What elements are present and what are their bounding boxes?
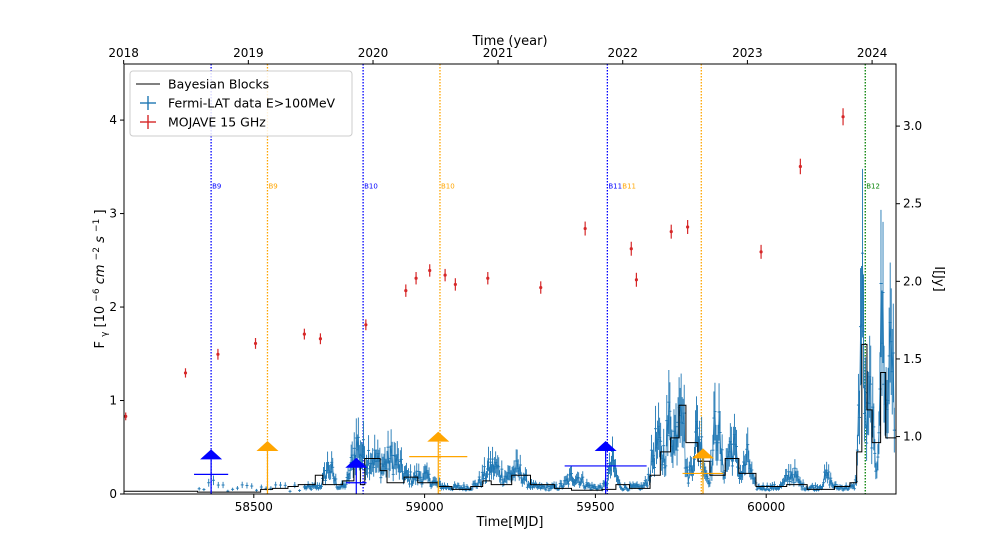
mojave-point xyxy=(798,164,802,169)
mojave-point xyxy=(302,332,306,336)
upper-limit-arrow xyxy=(256,440,279,451)
mojave-point xyxy=(428,268,432,273)
y-left-tick-label: 1 xyxy=(109,394,117,408)
year-tick-label: 2018 xyxy=(108,46,139,60)
y-left-tick-label: 0 xyxy=(109,487,117,501)
y-axis-label-left: F γ [10 −6 cm −2 s −1 ] xyxy=(88,209,111,348)
marker-label: B12 xyxy=(866,183,880,191)
year-tick-label: 2024 xyxy=(857,46,888,60)
plot-frame xyxy=(123,63,897,495)
ylabel-part-0: F xyxy=(93,341,108,348)
mojave-point xyxy=(216,352,220,356)
ylabel-part-2: [10 xyxy=(93,306,108,328)
mojave-point xyxy=(124,414,128,418)
mojave-point xyxy=(414,276,418,280)
data-layer xyxy=(124,108,896,494)
upper-limits xyxy=(194,431,724,494)
mojave-series xyxy=(124,108,845,421)
y-axis-label-right: I[Jy] xyxy=(931,266,946,292)
mojave-point xyxy=(453,282,457,287)
y-right-tick-label: 1.5 xyxy=(903,352,922,366)
mojave-point xyxy=(841,115,845,119)
x-tick-label: 59500 xyxy=(576,500,614,514)
y-right-tick-label: 1.0 xyxy=(903,430,922,444)
mojave-point xyxy=(686,225,690,229)
legend-label: MOJAVE 15 GHz xyxy=(168,115,266,130)
mojave-point xyxy=(583,226,587,231)
ylabel-part-5: −2 xyxy=(92,247,102,260)
ylabel-part-8: ] xyxy=(93,209,108,214)
legend-box xyxy=(129,70,353,137)
mojave-point xyxy=(634,278,638,282)
fermi-series xyxy=(197,168,896,493)
x-tick-label: 60000 xyxy=(747,500,785,514)
x-tick-label: 59000 xyxy=(406,500,444,514)
ylabel-part-6: s xyxy=(93,236,108,243)
marker-label: B11 xyxy=(622,183,636,191)
mojave-point xyxy=(669,230,673,234)
mojave-point xyxy=(629,247,633,251)
fermi-line xyxy=(304,253,895,492)
axes: 58500 59000 59500 60000 2018 2019 2020 2021 2022… xyxy=(108,46,922,514)
upper-limit-arrow xyxy=(594,440,617,451)
ylabel-part-3: −6 xyxy=(92,288,102,302)
top-axis-label: Time (year) xyxy=(471,34,547,49)
upper-limit-arrow xyxy=(692,448,714,459)
mojave-point xyxy=(253,341,258,346)
mojave-point xyxy=(539,285,543,290)
year-tick-label: 2023 xyxy=(732,46,763,60)
mojave-point xyxy=(183,371,188,375)
marker-label: B10 xyxy=(441,183,455,191)
mojave-point xyxy=(443,273,447,277)
year-tick-label: 2022 xyxy=(607,46,638,60)
y-left-tick-label: 4 xyxy=(109,113,117,127)
mojave-point xyxy=(318,337,323,341)
upper-limit-arrow xyxy=(427,431,450,442)
year-tick-label: 2019 xyxy=(233,46,264,60)
mojave-point xyxy=(404,289,408,293)
year-tick-label: 2021 xyxy=(483,46,514,60)
mojave-point xyxy=(364,323,368,327)
y-left-tick-label: 3 xyxy=(109,207,117,221)
ylabel-part-1: γ xyxy=(100,331,110,337)
y-left-tick-label: 2 xyxy=(109,300,117,314)
legend-label: Bayesian Blocks xyxy=(168,77,269,92)
legend-label: Fermi-LAT data E>100MeV xyxy=(168,96,336,111)
year-tick-label: 2020 xyxy=(358,46,389,60)
ylabel-part-7: −1 xyxy=(92,219,102,232)
upper-limit-arrow xyxy=(200,449,223,460)
bayesian-blocks-line xyxy=(124,343,896,493)
x-tick-label: 58500 xyxy=(235,500,273,514)
ylabel-part-4: cm xyxy=(93,264,108,284)
y-right-tick-label: 2.0 xyxy=(903,274,922,288)
marker-label: B9 xyxy=(212,183,221,191)
upper-limit-arrow xyxy=(345,457,368,468)
mojave-point xyxy=(486,276,490,280)
y-right-tick-label: 2.5 xyxy=(903,197,922,211)
mojave-point xyxy=(759,250,763,254)
legend: Bayesian Blocks Fermi-LAT data E>100MeV MO… xyxy=(129,70,353,137)
y-right-tick-label: 3.0 xyxy=(903,119,922,133)
marker-label: B11 xyxy=(608,183,622,191)
marker-label: B9 xyxy=(268,183,277,191)
marker-label: B10 xyxy=(364,183,378,191)
x-axis-label: Time[MJD] xyxy=(475,515,543,530)
